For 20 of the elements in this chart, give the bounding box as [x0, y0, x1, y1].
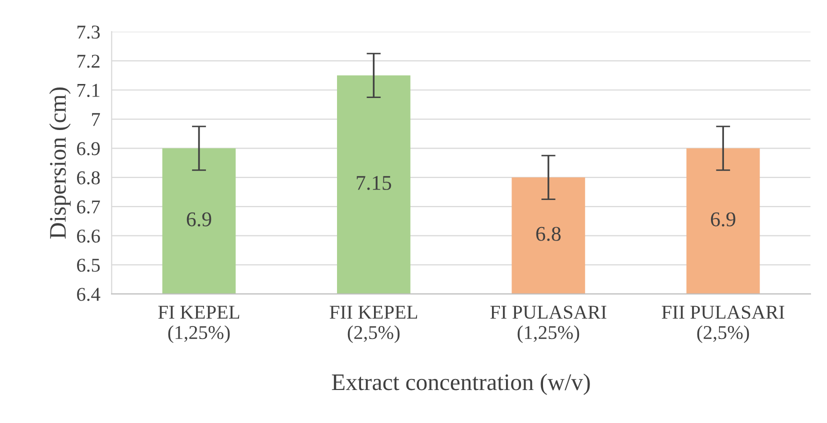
y-tick-label: 7.1: [78, 84, 100, 98]
y-tick-label: 7: [92, 113, 100, 126]
x-tick-label: FI KEPEL (1,25%): [158, 306, 240, 344]
y-tick-label: 6.4: [77, 288, 100, 302]
y-tick-label: 6.5: [77, 258, 100, 272]
y-tick-label: 6.6: [77, 230, 100, 243]
y-tick-label: 6.8: [77, 171, 100, 184]
x-tick-label: FI PULASARI (1,25%): [490, 306, 606, 344]
data-label: 6.9: [710, 212, 736, 226]
x-tick-label: FII PULASARI (2,5%): [662, 306, 784, 344]
y-tick-label: 6.9: [77, 142, 100, 156]
data-label: 7.15: [356, 176, 392, 190]
x-axis-title: Extract concentration (w/v): [332, 374, 590, 396]
y-tick-label: 7.2: [78, 54, 100, 68]
data-label: 6.8: [536, 226, 561, 242]
y-tick-label: 6.7: [77, 200, 100, 214]
y-tick-label: 7.3: [78, 26, 100, 39]
x-tick-label: FII KEPEL (2,5%): [330, 306, 418, 344]
y-axis-title: Dispersion (cm): [49, 88, 71, 239]
data-label: 6.9: [186, 212, 212, 226]
